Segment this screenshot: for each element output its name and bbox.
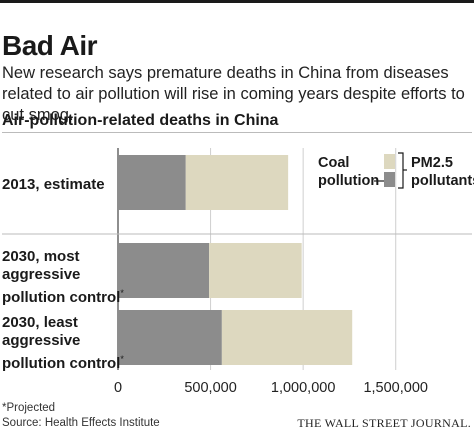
tick-labels: 0 500,000 1,000,000 1,500,000 <box>114 380 428 396</box>
bar-pm25-0 <box>185 155 289 210</box>
legend-swatch-pm25 <box>384 154 395 169</box>
x-tick-label: 1,500,000 <box>363 380 428 396</box>
legend-label-pm25: PM2.5 pollutants <box>411 155 474 189</box>
publisher-credit: THE WALL STREET JOURNAL. <box>297 416 471 430</box>
legend-bracket <box>398 152 407 189</box>
legend-label-coal: Coal pollution <box>318 155 380 189</box>
title-rule <box>2 132 472 133</box>
legend-pointer <box>374 180 384 182</box>
bar-coal-1 <box>118 243 210 298</box>
legend-swatch-coal <box>384 172 395 187</box>
category-label-2030-most: 2030, most aggressive pollution control* <box>2 248 124 306</box>
bars <box>118 155 353 365</box>
bar-pm25-2 <box>221 310 353 365</box>
x-tick-label: 0 <box>114 380 122 396</box>
x-tick-label: 1,000,000 <box>271 380 336 396</box>
bar-pm25-1 <box>209 243 302 298</box>
bar-coal-0 <box>118 155 186 210</box>
top-rule <box>0 0 474 3</box>
chart-plot: 0 500,000 1,000,000 1,500,000 <box>2 148 472 396</box>
bar-coal-2 <box>118 310 222 365</box>
footnote: *Projected <box>2 402 56 414</box>
source-note: Source: Health Effects Institute <box>2 417 160 429</box>
category-label-2013: 2013, estimate <box>2 176 105 193</box>
category-label-2030-least: 2030, least aggressive pollution control* <box>2 314 124 372</box>
chart-title: Air-pollution-related deaths in China <box>2 112 279 129</box>
deck: New research says premature deaths in Ch… <box>2 64 465 124</box>
x-tick-label: 500,000 <box>184 380 236 396</box>
headline: Bad Air <box>2 30 98 61</box>
